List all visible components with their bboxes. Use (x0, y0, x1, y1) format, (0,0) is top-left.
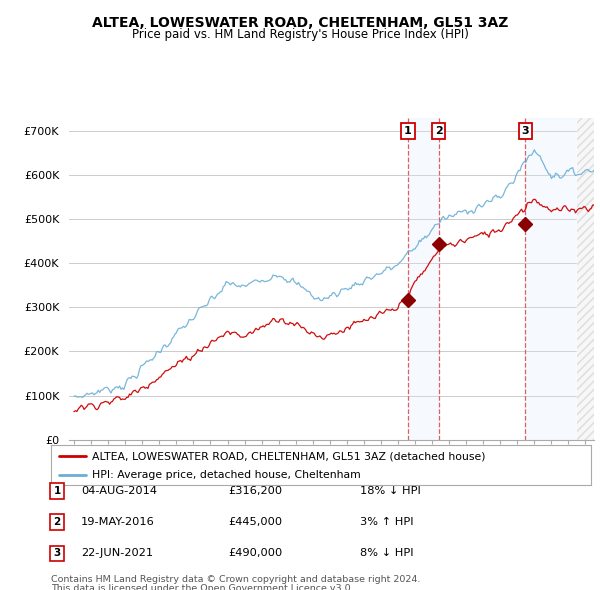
Text: 3% ↑ HPI: 3% ↑ HPI (360, 517, 413, 527)
Text: 04-AUG-2014: 04-AUG-2014 (81, 486, 157, 496)
Text: 3: 3 (53, 549, 61, 558)
Bar (408, 118, 439, 440)
Bar (577, 118, 594, 440)
Text: This data is licensed under the Open Government Licence v3.0.: This data is licensed under the Open Gov… (51, 584, 353, 590)
Text: 22-JUN-2021: 22-JUN-2021 (81, 549, 153, 558)
Text: ALTEA, LOWESWATER ROAD, CHELTENHAM, GL51 3AZ: ALTEA, LOWESWATER ROAD, CHELTENHAM, GL51… (92, 16, 508, 30)
Text: £316,200: £316,200 (228, 486, 282, 496)
Text: ALTEA, LOWESWATER ROAD, CHELTENHAM, GL51 3AZ (detached house): ALTEA, LOWESWATER ROAD, CHELTENHAM, GL51… (91, 451, 485, 461)
Text: Contains HM Land Registry data © Crown copyright and database right 2024.: Contains HM Land Registry data © Crown c… (51, 575, 421, 584)
Text: 2: 2 (434, 126, 442, 136)
Bar (577, 118, 594, 440)
Text: 18% ↓ HPI: 18% ↓ HPI (360, 486, 421, 496)
Text: 3: 3 (521, 126, 529, 136)
Text: 2: 2 (53, 517, 61, 527)
Text: 1: 1 (53, 486, 61, 496)
Text: Price paid vs. HM Land Registry's House Price Index (HPI): Price paid vs. HM Land Registry's House … (131, 28, 469, 41)
Text: £490,000: £490,000 (228, 549, 282, 558)
Text: 1: 1 (404, 126, 412, 136)
Text: HPI: Average price, detached house, Cheltenham: HPI: Average price, detached house, Chel… (91, 470, 360, 480)
Text: 19-MAY-2016: 19-MAY-2016 (81, 517, 155, 527)
Bar (525, 118, 594, 440)
Text: £445,000: £445,000 (228, 517, 282, 527)
Text: 8% ↓ HPI: 8% ↓ HPI (360, 549, 413, 558)
Bar (577, 118, 594, 440)
